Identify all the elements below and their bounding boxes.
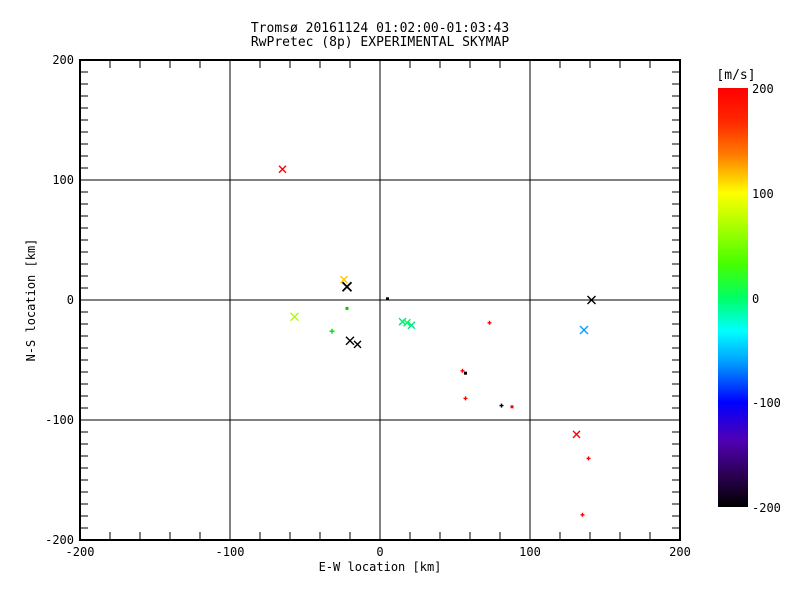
data-point-marker: [587, 295, 596, 305]
data-point-marker: [460, 368, 465, 373]
plot-title: Tromsø 20161124 01:02:00-01:03:43 RwPret…: [80, 22, 680, 50]
data-point-marker: [572, 430, 581, 439]
data-point-marker: [510, 405, 514, 409]
y-tick-label: 200: [52, 53, 74, 67]
colorbar-tick-label: 0: [752, 291, 760, 306]
data-point-marker: [487, 320, 492, 325]
data-point-marker: [463, 396, 468, 401]
data-point-marker: [345, 306, 349, 310]
x-tick-label: 0: [376, 545, 384, 559]
y-axis-label: N-S location [km]: [24, 238, 38, 362]
data-point-marker: [345, 336, 355, 346]
data-point-marker: [353, 340, 362, 349]
colorbar-gradient: [718, 88, 748, 507]
data-point-marker: [586, 456, 591, 461]
data-point-marker: [278, 165, 287, 174]
x-tick-label: -100: [215, 545, 245, 559]
data-point-marker: [341, 281, 353, 292]
colorbar-tick-label: 100: [752, 186, 774, 201]
data-point-marker: [398, 317, 407, 326]
y-tick-label: 100: [52, 173, 74, 187]
colorbar-tick-label: -100: [752, 396, 781, 411]
data-point-marker: [329, 328, 335, 334]
data-point-marker: [290, 312, 299, 322]
title-line-2: RwPretec (8p) EXPERIMENTAL SKYMAP: [250, 35, 510, 50]
y-tick-label: -100: [45, 413, 74, 427]
data-point-marker: [579, 325, 589, 335]
data-point-marker: [340, 275, 348, 284]
x-axis-label: E-W location [km]: [318, 560, 442, 574]
x-tick-label: 200: [669, 545, 691, 559]
title-line-1: Tromsø 20161124 01:02:00-01:03:43: [250, 21, 510, 36]
data-point-marker: [499, 403, 504, 408]
y-tick-label: -200: [45, 533, 74, 547]
colorbar-tick-label: -200: [752, 501, 781, 515]
colorbar-tick-label: 200: [752, 82, 774, 96]
x-tick-label: 100: [519, 545, 541, 559]
data-point-marker: [407, 321, 416, 330]
colorbar-unit-label: [m/s]: [716, 68, 756, 83]
plot-frame: [79, 59, 681, 541]
data-point-marker: [580, 512, 585, 517]
data-point-marker: [464, 371, 467, 375]
data-point-marker: [403, 318, 411, 327]
x-tick-label: -200: [65, 545, 95, 559]
data-point-marker: [386, 297, 389, 301]
y-tick-label: 0: [66, 293, 74, 307]
